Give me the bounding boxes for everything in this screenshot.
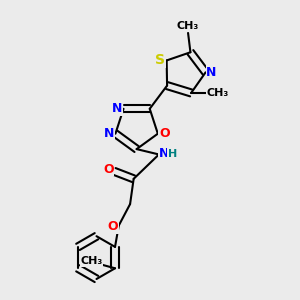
- Text: O: O: [159, 127, 170, 140]
- Text: O: O: [103, 163, 114, 176]
- Text: N: N: [206, 66, 217, 79]
- Text: CH₃: CH₃: [207, 88, 229, 98]
- Text: H: H: [168, 149, 177, 159]
- Text: CH₃: CH₃: [177, 21, 199, 32]
- Text: S: S: [155, 53, 165, 68]
- Text: N: N: [104, 127, 114, 140]
- Text: CH₃: CH₃: [80, 256, 102, 266]
- Text: N: N: [112, 102, 122, 115]
- Text: N: N: [159, 147, 169, 161]
- Text: O: O: [107, 220, 118, 233]
